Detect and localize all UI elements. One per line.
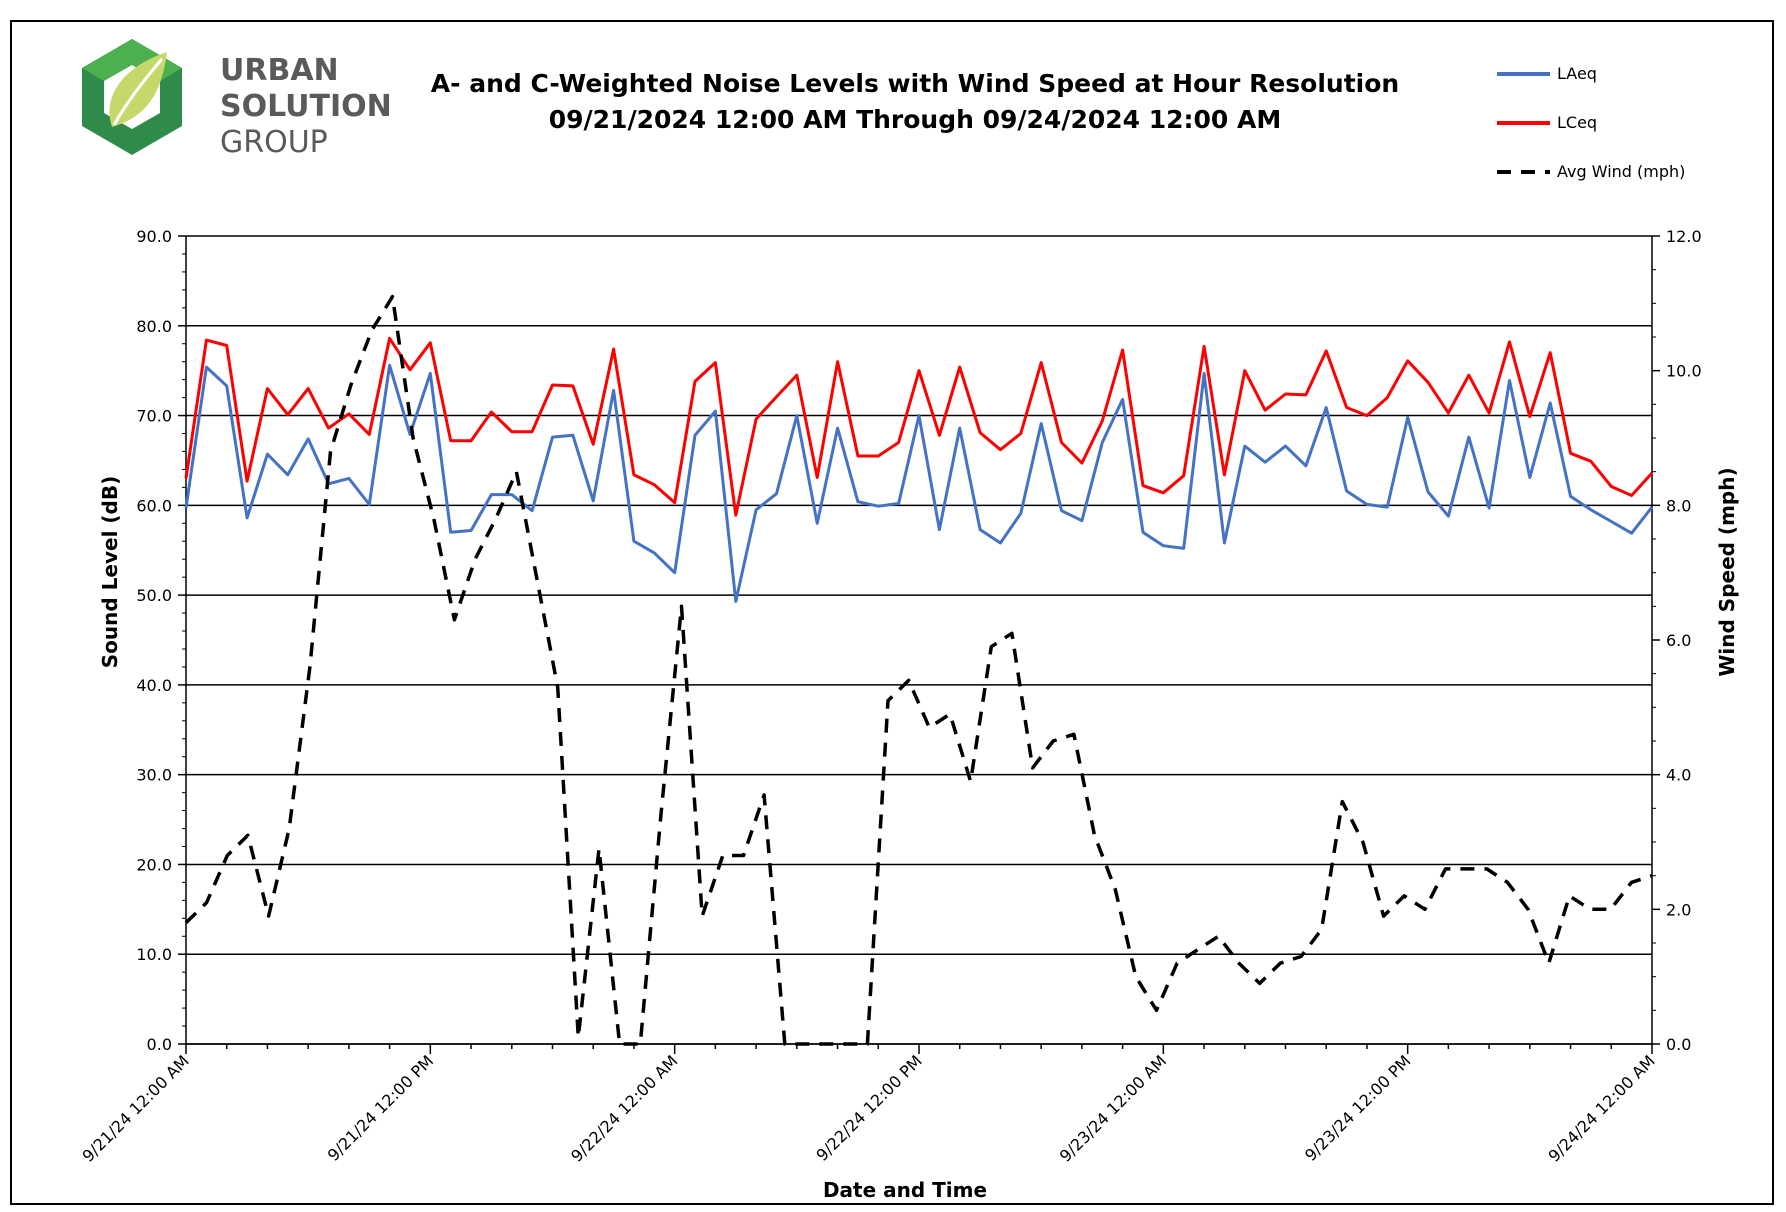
y2-axis-ticks: 0.0 2.0 4.0 6.0 8.0 10.0 12.0 — [1652, 227, 1702, 1054]
x-tick-label: 9/23/24 12:00 AM — [1056, 1051, 1170, 1165]
logo-leaf-vein — [112, 58, 164, 126]
chart-frame: URBAN SOLUTION GROUP A- and C-Weighted N… — [10, 20, 1774, 1205]
logo-text-solution: SOLUTION — [220, 89, 392, 124]
y2-tick-label: 8.0 — [1666, 496, 1691, 515]
x-axis-ticks: 9/21/24 12:00 AM 9/21/24 12:00 PM 9/22/24 … — [78, 1044, 1659, 1166]
y-axis-ticks: 0.0 10.0 20.0 30.0 40.0 50.0 60.0 70.0 80.0 90.0 — [136, 227, 186, 1054]
x-tick-label: 9/22/24 12:00 AM — [567, 1051, 681, 1165]
axes — [185, 236, 1653, 1045]
logo-text-group: GROUP — [220, 125, 328, 160]
series-line-lceq — [184, 336, 1654, 517]
y2-tick-label: 2.0 — [1666, 900, 1691, 919]
chart-title: A- and C-Weighted Noise Levels with Wind… — [431, 69, 1399, 98]
y-tick-label: 0.0 — [147, 1035, 172, 1054]
y-tick-label: 40.0 — [136, 676, 172, 695]
y-tick-label: 70.0 — [136, 407, 172, 426]
y2-tick-label: 0.0 — [1666, 1035, 1691, 1054]
y2-tick-label: 12.0 — [1666, 227, 1702, 246]
x-tick-label: 9/24/24 12:00 AM — [1544, 1051, 1658, 1165]
y-tick-label: 10.0 — [136, 945, 172, 964]
y2-tick-label: 4.0 — [1666, 766, 1691, 785]
x-tick-label: 9/23/24 12:00 PM — [1301, 1051, 1414, 1164]
series-line-avg-wind-mph — [184, 294, 1653, 1046]
chart-subtitle: 09/21/2024 12:00 AM Through 09/24/2024 1… — [549, 105, 1282, 134]
logo-text-urban: URBAN — [220, 53, 339, 88]
y-tick-label: 30.0 — [136, 766, 172, 785]
gridlines — [186, 235, 1652, 1045]
y-tick-label: 90.0 — [136, 227, 172, 246]
y2-tick-label: 6.0 — [1666, 631, 1691, 650]
legend: LAeq LCeq Avg Wind (mph) — [1497, 64, 1685, 181]
legend-label-wind: Avg Wind (mph) — [1557, 162, 1685, 181]
y-tick-label: 80.0 — [136, 317, 172, 336]
y2-axis-title: Wind Speed (mph) — [1715, 467, 1739, 676]
x-axis-title: Date and Time — [823, 1178, 987, 1202]
x-tick-label: 9/21/24 12:00 AM — [78, 1051, 192, 1165]
logo-hexagon-icon — [82, 39, 182, 155]
series-lines — [184, 294, 1654, 1046]
y-axis-title: Sound Level (dB) — [98, 476, 122, 668]
x-tick-label: 9/21/24 12:00 PM — [324, 1051, 437, 1164]
y2-tick-label: 10.0 — [1666, 362, 1702, 381]
y-tick-label: 60.0 — [136, 496, 172, 515]
y-tick-label: 50.0 — [136, 586, 172, 605]
company-logo: URBAN SOLUTION GROUP — [82, 39, 392, 160]
y-tick-label: 20.0 — [136, 855, 172, 874]
chart: URBAN SOLUTION GROUP A- and C-Weighted N… — [78, 39, 1739, 1202]
legend-label-laeq: LAeq — [1557, 64, 1597, 83]
legend-label-lceq: LCeq — [1557, 113, 1597, 132]
x-tick-label: 9/22/24 12:00 PM — [812, 1051, 925, 1164]
series-line-laeq — [184, 363, 1654, 603]
